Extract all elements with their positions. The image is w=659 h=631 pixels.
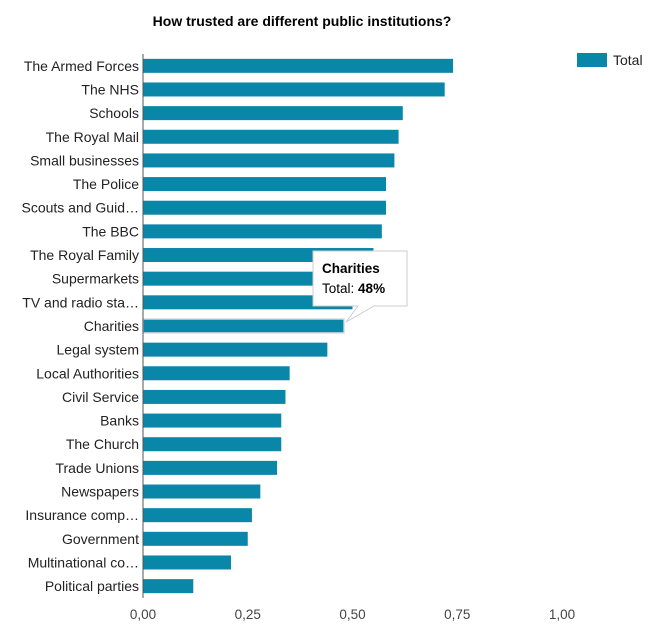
category-label-2: Schools [89, 105, 139, 121]
legend-swatch-total [577, 53, 607, 67]
category-label-11: Charities [84, 318, 139, 334]
bar-16[interactable] [143, 437, 282, 452]
category-label-20: Government [62, 531, 139, 547]
chart-title: How trusted are different public institu… [153, 13, 452, 29]
bar-1[interactable] [143, 82, 445, 97]
tooltip: Charities Total: 48% [312, 250, 408, 323]
bar-10[interactable] [143, 295, 353, 310]
tooltip-category: Charities [322, 261, 380, 276]
bars-group [142, 58, 454, 594]
bar-4[interactable] [143, 153, 395, 168]
x-tick-label-4: 1,00 [549, 607, 575, 622]
bar-0[interactable] [143, 58, 454, 73]
tooltip-value-line: Total: 48% [322, 281, 385, 296]
x-axis-ticks: 0,00 0,25 0,50 0,75 1,00 [130, 607, 575, 622]
tooltip-series-label: Total: [322, 281, 354, 296]
category-label-15: Banks [100, 413, 139, 429]
legend[interactable]: Total [577, 52, 643, 68]
category-label-22: Political parties [45, 578, 139, 594]
category-label-7: The BBC [82, 223, 139, 239]
bar-19[interactable] [143, 508, 252, 523]
category-label-13: Local Authorities [36, 365, 139, 381]
category-label-8: The Royal Family [30, 247, 139, 263]
bar-6[interactable] [143, 200, 387, 215]
bar-18[interactable] [143, 484, 261, 499]
category-label-10: TV and radio sta… [22, 294, 139, 310]
bar-5[interactable] [143, 177, 387, 192]
tooltip-box [312, 250, 408, 323]
category-label-0: The Armed Forces [24, 58, 139, 74]
x-tick-label-0: 0,00 [130, 607, 156, 622]
category-label-17: Trade Unions [55, 460, 139, 476]
bar-9[interactable] [143, 271, 366, 286]
x-tick-label-3: 0,75 [444, 607, 470, 622]
category-label-12: Legal system [57, 342, 139, 358]
x-tick-label-2: 0,50 [339, 607, 365, 622]
tooltip-value: 48% [358, 281, 385, 296]
category-label-21: Multinational co… [28, 554, 139, 570]
bar-20[interactable] [143, 531, 248, 546]
category-label-5: The Police [73, 176, 139, 192]
category-label-3: The Royal Mail [46, 129, 139, 145]
x-tick-label-1: 0,25 [235, 607, 261, 622]
bar-12[interactable] [143, 342, 328, 357]
category-label-14: Civil Service [62, 389, 139, 405]
bar-14[interactable] [143, 389, 286, 404]
category-label-1: The NHS [81, 81, 139, 97]
bar-17[interactable] [143, 460, 278, 475]
bar-11[interactable] [142, 318, 345, 334]
bar-21[interactable] [143, 555, 231, 570]
category-label-19: Insurance comp… [25, 507, 139, 523]
category-label-18: Newspapers [61, 484, 139, 500]
bar-13[interactable] [143, 366, 290, 381]
bar-15[interactable] [143, 413, 282, 428]
bar-2[interactable] [143, 106, 403, 121]
category-labels: The Armed Forces The NHS Schools The Royal … [21, 58, 139, 594]
legend-label-total: Total [613, 52, 643, 68]
bar-3[interactable] [143, 129, 399, 144]
category-label-16: The Church [66, 436, 139, 452]
bar-7[interactable] [143, 224, 382, 239]
category-label-4: Small businesses [30, 152, 139, 168]
category-label-6: Scouts and Guid… [21, 200, 139, 216]
category-label-9: Supermarkets [52, 271, 139, 287]
bar-22[interactable] [143, 579, 194, 594]
